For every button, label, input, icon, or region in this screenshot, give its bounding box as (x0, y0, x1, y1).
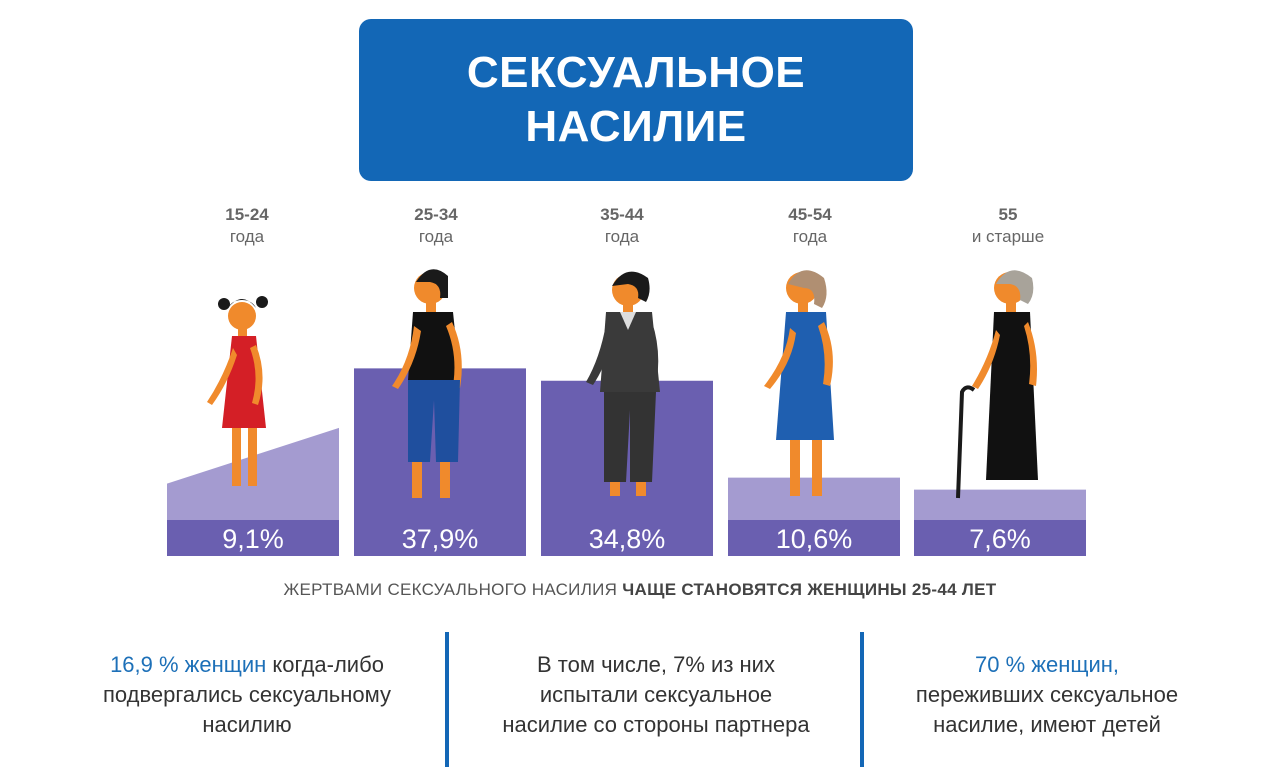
woman-figure-icon (207, 296, 268, 486)
value-bar (914, 520, 1086, 556)
value-label: 34,8% (589, 524, 666, 554)
divider (860, 632, 864, 767)
value-bar (728, 520, 900, 556)
value-bar (354, 520, 526, 556)
caption-bold: ЧАЩЕ СТАНОВЯТСЯ ЖЕНЩИНЫ 25-44 ЛЕТ (622, 580, 997, 599)
age-range: 35-44 (600, 205, 644, 224)
value-bar (167, 520, 339, 556)
age-unit: и старше (971, 227, 1045, 246)
fact-right: 70 % женщин, переживших сексуальное наси… (862, 650, 1232, 740)
fact-text: насилие со стороны партнера (502, 712, 810, 737)
fact-text: подвергались сексуальному (102, 682, 392, 707)
age-label-55-plus: 55 и старше (928, 204, 1088, 248)
value-label: 7,6% (969, 524, 1031, 554)
age-unit: года (792, 227, 828, 246)
divider (445, 632, 449, 767)
value-labels: 9,1% 37,9% 34,8% 10,6% 7,6% (222, 524, 1031, 554)
age-range: 55 (998, 205, 1018, 224)
chart-caption: ЖЕРТВАМИ СЕКСУАЛЬНОГО НАСИЛИЯ ЧАЩЕ СТАНО… (0, 580, 1280, 600)
fact-left: 16,9 % женщин когда-либо подвергались се… (62, 650, 432, 740)
age-unit: года (229, 227, 265, 246)
age-label-35-44: 35-44 года (542, 204, 702, 248)
age-range: 25-34 (414, 205, 458, 224)
fact-highlight: 70 % женщин, (974, 652, 1119, 677)
fact-highlight: 16,9 % женщин (110, 652, 267, 677)
woman-figure-icon (764, 270, 834, 496)
area-band (914, 489, 1086, 520)
age-unit: года (418, 227, 454, 246)
value-label: 37,9% (402, 524, 479, 554)
fact-text: насилие, имеют детей (933, 712, 1161, 737)
caption-normal: ЖЕРТВАМИ СЕКСУАЛЬНОГО НАСИЛИЯ (283, 580, 618, 599)
age-label-15-24: 15-24 года (167, 204, 327, 248)
fact-text: В том числе, 7% из них (537, 652, 775, 677)
age-range: 15-24 (225, 205, 269, 224)
fact-text: когда-либо (266, 652, 384, 677)
value-label: 10,6% (776, 524, 853, 554)
fact-text: переживших сексуальное (915, 682, 1179, 707)
age-range: 45-54 (788, 205, 832, 224)
fact-middle: В том числе, 7% из них испытали сексуаль… (471, 650, 841, 740)
woman-figures (207, 269, 1038, 499)
fact-text: насилию (202, 712, 292, 737)
area-band (728, 477, 900, 520)
title-line-2: НАСИЛИЕ (525, 102, 747, 151)
title-banner: СЕКСУАЛЬНОЕ НАСИЛИЕ (359, 19, 913, 181)
value-label: 9,1% (222, 524, 284, 554)
fact-text: испытали сексуальное (539, 682, 773, 707)
woman-figure-icon (956, 270, 1038, 499)
woman-figure-icon (586, 271, 660, 496)
age-unit: года (604, 227, 640, 246)
value-bar (541, 520, 713, 556)
age-label-25-34: 25-34 года (356, 204, 516, 248)
woman-figure-icon (392, 269, 462, 498)
age-label-45-54: 45-54 года (730, 204, 890, 248)
title-line-1: СЕКСУАЛЬНОЕ (466, 48, 806, 97)
